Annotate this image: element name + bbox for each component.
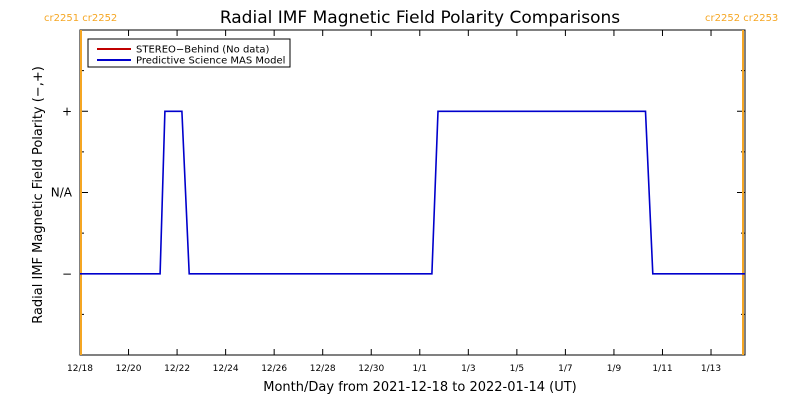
x-tick-label: 12/18 [67,364,93,374]
series-layer [80,110,745,275]
carrington-boundary-lines [80,30,744,355]
x-axis-label: Month/Day from 2021-12-18 to 2022-01-14 … [263,380,576,395]
x-tick-label: 1/7 [558,364,572,374]
x-tick-label: 12/30 [358,364,384,374]
x-tick-label: 1/1 [413,364,427,374]
plot-frame [79,29,746,356]
carrington-right-labels: cr2252 cr2253 [705,13,778,24]
y-tick-label: + [62,104,72,118]
legend-label: STEREO−Behind (No data) [136,45,269,56]
carrington-label: cr2252 cr2253 [705,13,778,24]
legend: STEREO−Behind (No data)Predictive Scienc… [87,38,291,68]
x-tick-label: 12/22 [164,364,190,374]
x-tick-label: 1/3 [461,364,475,374]
x-tick-label: 1/5 [510,364,524,374]
chart-title: Radial IMF Magnetic Field Polarity Compa… [220,8,620,28]
x-tick-label: 12/26 [261,364,287,374]
x-tick-label: 12/20 [116,364,142,374]
carrington-left-labels: cr2251 cr2252 [44,13,117,24]
x-tick-label: 12/28 [310,364,336,374]
y-axis-label: Radial IMF Magnetic Field Polarity (−,+) [31,66,46,324]
legend-box [87,38,291,68]
x-tick-label: 12/24 [213,364,239,374]
y-tick-label: − [62,267,72,281]
x-tick-label: 1/9 [607,364,622,374]
x-tick-label: 1/13 [701,364,721,374]
y-axis-ticks: + N/A − [51,29,745,356]
x-tick-label: 1/11 [652,364,672,374]
carrington-label: cr2251 cr2252 [44,13,117,24]
series-line [80,110,745,275]
legend-label: Predictive Science MAS Model [136,56,285,67]
y-tick-label: N/A [51,186,73,200]
x-axis-ticks: 12/18 12/20 12/22 12/24 12/26 12/28 12/30 1/1 1/… [67,30,721,374]
